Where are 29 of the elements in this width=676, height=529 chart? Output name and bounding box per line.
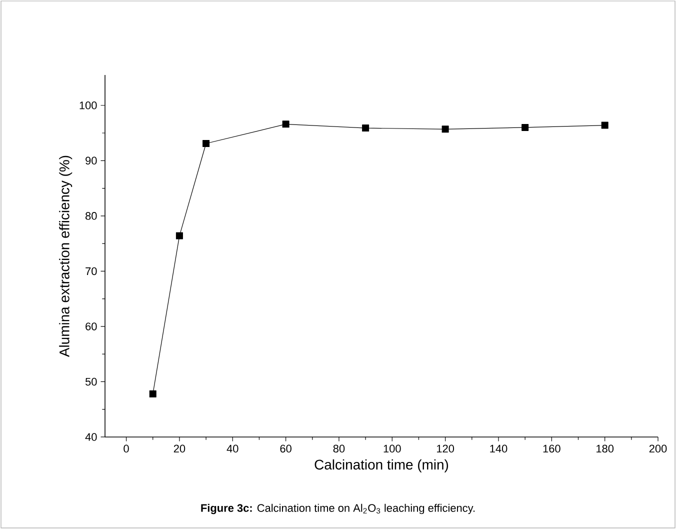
x-tick-label: 20 [174,444,186,453]
x-tick-label: 200 [649,444,667,453]
y-tick-label: 40 [85,433,97,441]
x-axis-title: Calcination time (min) [314,459,448,472]
point [601,122,608,129]
point [202,140,210,148]
point [282,120,290,128]
y-tick-label: 80 [86,212,97,220]
x-tick-label: 0 [124,444,129,453]
point [176,232,183,240]
x-tick-label: 140 [490,444,508,453]
x-tick-label: 100 [384,444,401,453]
x-tick-label: 80 [333,444,345,453]
point [149,390,156,398]
y-tick-label: 70 [86,267,97,276]
x-tick-label: 40 [226,444,238,453]
y-tick-label: 50 [85,378,97,386]
y-tick-label: 90 [86,156,97,165]
text: Figure 3c: Calcination time on Al$_{2}$O$_{3}$ leaching efficiency. [201,504,475,514]
x-tick-label: 120 [437,444,454,453]
point [442,126,449,133]
x-tick-label: 160 [543,444,560,453]
x-tick-label: 60 [280,444,292,453]
point [522,124,529,131]
y-tick-label: 60 [86,322,97,330]
y-tick-label: 100 [80,102,97,110]
point [362,124,370,132]
x-tick-label: 180 [596,444,614,453]
y-axis-title: Alumina extraction efficiency (%) [59,156,72,357]
